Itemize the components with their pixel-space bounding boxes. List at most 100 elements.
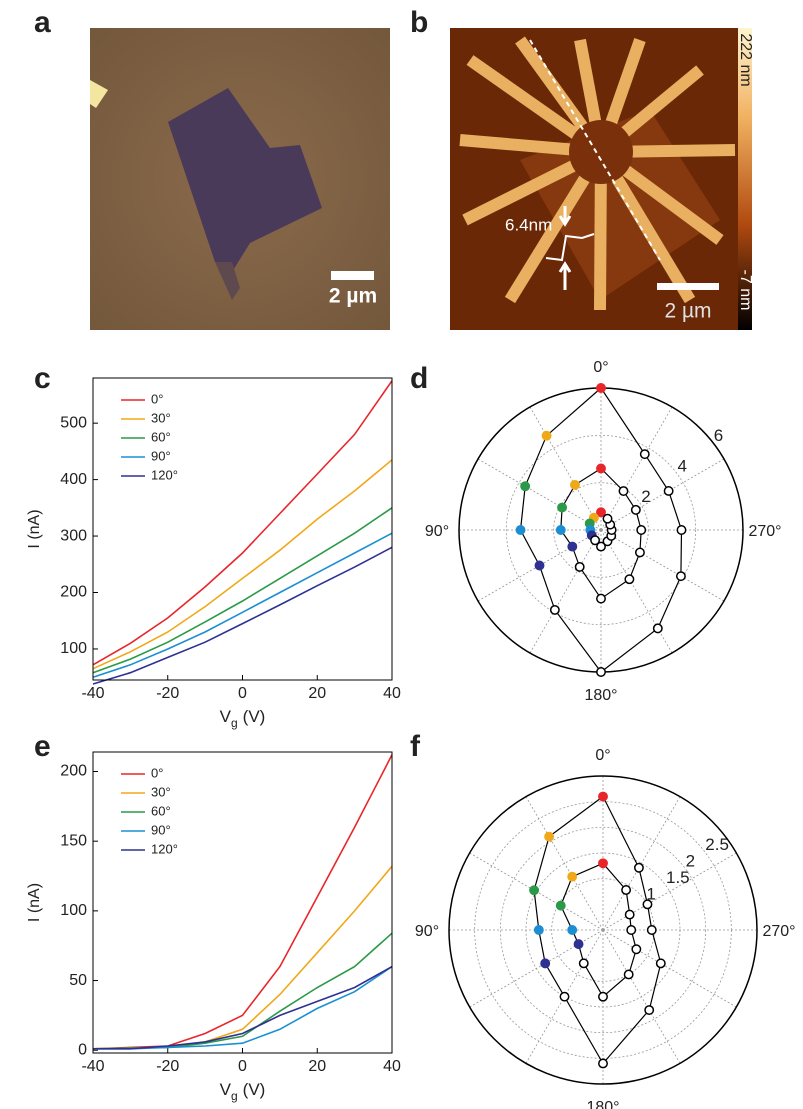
r-tick-label: 6 xyxy=(714,426,723,445)
polar-point xyxy=(544,831,555,842)
polar-point xyxy=(590,535,601,546)
x-tick-label: 20 xyxy=(308,1058,326,1075)
polar-point xyxy=(533,925,544,935)
legend-label: 60° xyxy=(151,429,171,444)
polar-point xyxy=(621,885,632,895)
y-tick-label: 150 xyxy=(60,832,87,849)
spoke xyxy=(600,529,725,602)
colorbar-min: -7 nm xyxy=(737,270,754,311)
polar-point xyxy=(555,525,566,535)
y-axis-label: I (nA) xyxy=(26,883,43,922)
theta-tick-label: 0° xyxy=(593,359,608,376)
polar-point xyxy=(633,862,644,873)
polar-point xyxy=(596,383,606,393)
grid-ring xyxy=(474,801,732,1059)
afm-image: 6.4nm 2 µm 222 nm -7 nm xyxy=(450,28,754,330)
legend-label: 30° xyxy=(151,784,171,799)
legend-label: 120° xyxy=(151,841,178,856)
x-tick-label: 40 xyxy=(383,685,401,702)
polar-point xyxy=(626,925,637,935)
r-tick-label: 1.5 xyxy=(666,868,690,887)
polar-point xyxy=(602,513,613,524)
polar-point xyxy=(596,541,606,552)
x-axis-label-sub: g xyxy=(231,716,238,730)
r-tick-label: 1 xyxy=(646,884,655,903)
theta-tick-label: 90° xyxy=(425,523,449,540)
polar-point xyxy=(515,525,526,535)
polar-point xyxy=(567,925,578,935)
legend-label: 90° xyxy=(151,448,171,463)
polar-point xyxy=(598,1058,608,1069)
y-tick-label: 200 xyxy=(60,584,87,601)
y-tick-label: 200 xyxy=(60,763,87,780)
x-axis-label-unit: (V) xyxy=(243,1080,266,1099)
polar-point xyxy=(655,958,666,969)
x-axis-label-sub: g xyxy=(231,1089,238,1103)
y-tick-label: 0 xyxy=(78,1041,87,1058)
theta-tick-label: 0° xyxy=(595,747,610,764)
polar-point xyxy=(534,560,545,571)
plot-frame xyxy=(92,377,393,681)
r-tick-label: 2 xyxy=(686,851,695,870)
x-tick-label: 40 xyxy=(383,1058,401,1075)
polar-point xyxy=(630,504,641,515)
x-tick-label: -20 xyxy=(156,685,179,702)
data-line xyxy=(92,380,393,666)
polar-point xyxy=(663,486,674,496)
polar-point xyxy=(570,479,580,490)
legend-label: 0° xyxy=(151,391,163,406)
polar-point xyxy=(557,502,568,513)
polar-point xyxy=(567,541,578,552)
data-line xyxy=(92,865,393,1050)
panel-label: d xyxy=(410,362,428,395)
polar-frame xyxy=(448,775,758,1085)
spoke xyxy=(602,852,737,931)
legend-label: 30° xyxy=(151,410,171,425)
data-line xyxy=(92,507,393,674)
polar-point xyxy=(520,481,531,492)
polar-point xyxy=(598,991,608,1002)
polar-point xyxy=(549,604,560,615)
polar-point xyxy=(598,858,608,869)
legend-label: 60° xyxy=(151,803,171,818)
grid-ring xyxy=(553,482,649,578)
y-tick-label: 300 xyxy=(60,527,87,544)
polar-point xyxy=(578,958,589,969)
spoke xyxy=(602,796,681,931)
y-tick-label: 500 xyxy=(60,414,87,431)
theta-tick-label: 180° xyxy=(584,687,617,704)
polar-point xyxy=(642,899,653,910)
x-tick-label: 20 xyxy=(308,685,326,702)
polar-point xyxy=(598,791,608,802)
panel-label: c xyxy=(34,362,51,395)
r-tick-label: 2 xyxy=(641,487,650,506)
polar-point xyxy=(596,593,606,604)
polar-point xyxy=(676,525,687,535)
r-tick-label: 4 xyxy=(678,457,687,476)
polar-point xyxy=(646,925,657,935)
step-height-label: 6.4nm xyxy=(505,215,552,234)
theta-tick-label: 90° xyxy=(415,923,439,940)
panel-label: f xyxy=(410,730,421,763)
grid-ring xyxy=(499,826,707,1034)
x-tick-label: 0 xyxy=(238,1058,247,1075)
panel-label: a xyxy=(34,6,51,39)
data-line xyxy=(92,532,393,678)
data-line xyxy=(92,546,393,685)
x-tick-label: -40 xyxy=(81,1058,104,1075)
theta-tick-label: 180° xyxy=(586,1099,619,1109)
grid-ring xyxy=(525,852,681,1008)
scale-bar-label: 2 µm xyxy=(329,285,377,308)
scale-bar-label: 2 µm xyxy=(664,300,711,323)
x-tick-label: -40 xyxy=(81,685,104,702)
polar-point xyxy=(644,1005,655,1015)
polar-point xyxy=(624,574,635,585)
polar-point xyxy=(529,885,540,896)
x-tick-label: -20 xyxy=(156,1058,179,1075)
colorbar-max: 222 nm xyxy=(737,33,754,86)
x-axis-label: Vg (V) xyxy=(220,1080,266,1103)
polar-point xyxy=(596,463,606,474)
theta-tick-label: 270° xyxy=(762,923,795,940)
polar-point xyxy=(652,623,663,634)
